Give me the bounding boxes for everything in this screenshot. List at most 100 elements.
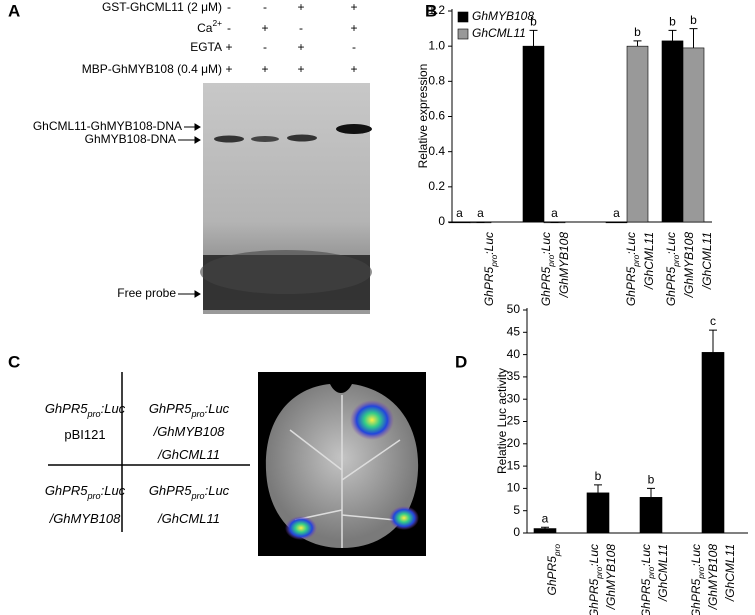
label: /GhMYB108 bbox=[682, 232, 696, 299]
y-tick-label: 0.2 bbox=[428, 179, 445, 193]
bar bbox=[533, 528, 557, 534]
error-bar bbox=[668, 29, 677, 41]
bar bbox=[626, 45, 649, 223]
superscript: 2+ bbox=[212, 18, 222, 28]
label: GhPR5pro:Luc bbox=[149, 483, 230, 501]
text-segment: :Luc bbox=[689, 544, 703, 567]
y-tick-label: 10 bbox=[507, 481, 521, 495]
text-segment: GhPR5 bbox=[539, 266, 553, 306]
band-arrows bbox=[178, 123, 201, 298]
label: Ca2+ bbox=[197, 18, 222, 35]
text-segment: /GhCML11 bbox=[157, 511, 220, 526]
y-tick-label: 50 bbox=[507, 302, 521, 316]
significance-letter: a bbox=[477, 206, 484, 220]
error-bar bbox=[529, 29, 538, 47]
leaf-image bbox=[258, 372, 426, 556]
label: GhPR5pro bbox=[545, 544, 562, 596]
significance-letter: a bbox=[542, 511, 549, 525]
bar bbox=[682, 47, 705, 223]
significance-letter: b bbox=[648, 473, 655, 487]
subscript: pro bbox=[86, 409, 100, 419]
label: GhPR5pro:Luc bbox=[45, 483, 126, 501]
panel-label: A bbox=[8, 1, 20, 20]
label: /GhCML11 bbox=[642, 232, 656, 290]
subscript: pro bbox=[489, 254, 499, 267]
label: GhPR5pro:Luc bbox=[149, 401, 230, 419]
y-tick-label: 0 bbox=[513, 525, 520, 539]
bar bbox=[639, 497, 663, 534]
significance-letter: b bbox=[595, 469, 602, 483]
text-segment: Ca bbox=[197, 21, 213, 35]
label: /GhCML11 bbox=[157, 511, 220, 526]
y-tick-label: 15 bbox=[507, 458, 521, 472]
significance-letter: a bbox=[551, 206, 558, 220]
text-segment: GhPR5 bbox=[45, 401, 88, 416]
legend-label: GhMYB108 bbox=[472, 9, 534, 23]
text-segment: GhPR5 bbox=[664, 266, 678, 306]
condition-sign: - bbox=[263, 0, 267, 14]
condition-sign: + bbox=[297, 40, 304, 54]
label: /GhCML11 bbox=[723, 544, 737, 602]
text-segment: /GhMYB108 bbox=[49, 511, 122, 526]
subscript: pro bbox=[594, 566, 604, 579]
label: GhPR5pro:Luc bbox=[639, 544, 656, 615]
subscript: pro bbox=[631, 254, 641, 267]
significance-letter: b bbox=[634, 25, 641, 39]
y-tick-label: 45 bbox=[507, 324, 521, 338]
error-bar bbox=[647, 487, 655, 498]
text-segment: /GhCML11 bbox=[723, 544, 737, 602]
label: /GhCML11 bbox=[157, 447, 220, 462]
label: GhPR5pro:Luc bbox=[482, 232, 499, 306]
condition-sign: - bbox=[227, 21, 231, 35]
text-segment: /GhCML11 bbox=[656, 544, 670, 602]
text-segment: :Luc bbox=[539, 232, 553, 255]
text-segment: GhPR5 bbox=[639, 578, 653, 615]
text-segment: GhPR5 bbox=[45, 483, 88, 498]
text-segment: :Luc bbox=[482, 232, 496, 255]
label: MBP-GhMYB108 (0.4 μM) bbox=[82, 62, 222, 76]
subscript: pro bbox=[646, 566, 656, 579]
text-segment: GhPR5 bbox=[149, 401, 192, 416]
error-bar bbox=[689, 28, 698, 48]
text-segment: GhPR5 bbox=[624, 266, 638, 306]
condition-sign: + bbox=[297, 62, 304, 76]
y-tick-label: 40 bbox=[507, 347, 521, 361]
legend-label: GhCML11 bbox=[472, 26, 526, 40]
significance-letter: b bbox=[530, 15, 537, 29]
y-tick-label: 0.6 bbox=[428, 109, 445, 123]
text-segment: :Luc bbox=[101, 483, 126, 498]
panel-label: C bbox=[8, 352, 20, 371]
error-bar bbox=[709, 329, 717, 353]
bar bbox=[661, 40, 684, 223]
label: /GhMYB108 bbox=[49, 511, 122, 526]
label: /GhMYB108 bbox=[557, 232, 571, 299]
subscript: pro bbox=[86, 491, 100, 501]
error-bar bbox=[633, 40, 642, 47]
text-segment: GST-GhCML11 (2 μM) bbox=[102, 0, 222, 14]
text-segment: /GhCML11 bbox=[700, 232, 714, 290]
y-tick-label: 1.2 bbox=[428, 3, 445, 17]
y-axis-label: Relative Luc activity bbox=[495, 368, 509, 474]
label: EGTA bbox=[190, 40, 222, 54]
bar bbox=[701, 352, 725, 534]
condition-sign: + bbox=[350, 0, 357, 14]
table-grid bbox=[48, 372, 250, 532]
y-tick-label: 30 bbox=[507, 391, 521, 405]
band-label: GhCML11-GhMYB108-DNA bbox=[33, 119, 182, 133]
legend-swatch bbox=[457, 11, 469, 23]
band-label: Free probe bbox=[117, 286, 176, 300]
bar bbox=[522, 45, 545, 223]
y-tick-label: 0 bbox=[438, 214, 445, 228]
text-segment: :Luc bbox=[205, 483, 230, 498]
significance-letter: a bbox=[613, 206, 620, 220]
text-segment: MBP-GhMYB108 (0.4 μM) bbox=[82, 62, 222, 76]
panel-label: D bbox=[455, 352, 467, 371]
text-segment: GhPR5 bbox=[689, 578, 703, 615]
label: GhPR5pro:Luc bbox=[539, 232, 556, 306]
text-segment: GhPR5 bbox=[545, 556, 559, 596]
condition-sign: - bbox=[227, 0, 231, 14]
band-label: GhMYB108-DNA bbox=[85, 132, 176, 146]
label: GhPR5pro:Luc bbox=[624, 232, 641, 306]
text-segment: /GhMYB108 bbox=[153, 424, 226, 439]
